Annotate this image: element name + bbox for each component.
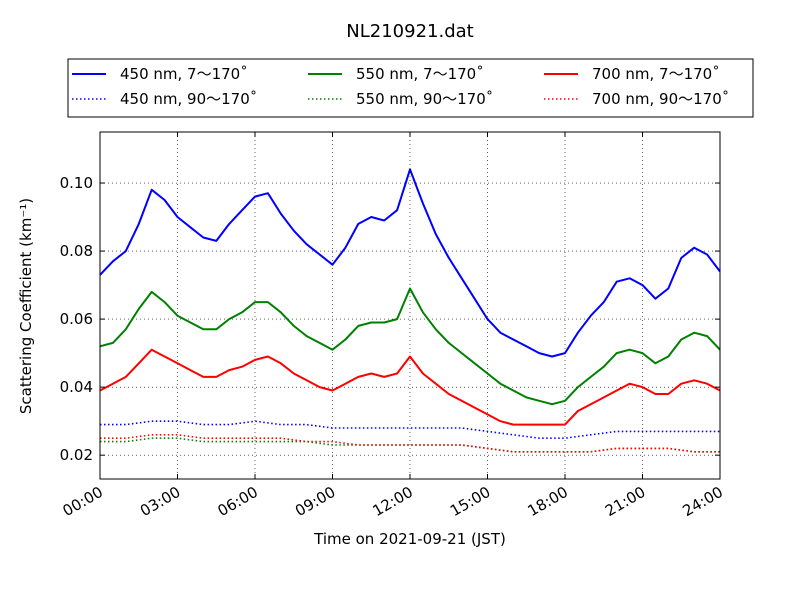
y-tick-label: 0.08	[60, 242, 93, 260]
y-tick-label: 0.04	[60, 378, 93, 396]
x-tick-label: 24:00	[680, 483, 726, 520]
x-tick-label: 09:00	[292, 483, 338, 520]
legend-label: 450 nm, 90～170˚	[120, 90, 257, 108]
x-tick-label: 03:00	[137, 483, 183, 520]
x-tick-label: 18:00	[525, 483, 571, 520]
x-tick-label: 12:00	[370, 483, 416, 520]
y-axis-label: Scattering Coefficient (km⁻¹)	[17, 198, 35, 414]
chart-title: NL210921.dat	[346, 21, 473, 42]
grid	[100, 132, 720, 479]
x-tick-label: 06:00	[215, 483, 261, 520]
series-line	[99, 287, 721, 406]
y-tick-label: 0.06	[60, 310, 93, 328]
y-tick-label: 0.02	[60, 446, 93, 464]
series-line	[100, 433, 720, 453]
series-line	[100, 420, 720, 440]
x-tick-label: 15:00	[447, 483, 493, 520]
series-line	[99, 348, 721, 426]
legend-label: 700 nm, 7～170˚	[592, 65, 720, 83]
y-tick-label: 0.10	[60, 174, 93, 192]
legend-label: 450 nm, 7～170˚	[120, 65, 248, 83]
legend-label: 700 nm, 90～170˚	[592, 90, 729, 108]
ticks: 00:00 03:00 06:00 09:00 12:00 15:00 18:00 21:00…	[60, 132, 726, 520]
legend: 450 nm, 7～170˚ 550 nm, 7～170˚ 700 nm, 7～17…	[67, 58, 754, 118]
series-line	[99, 168, 721, 358]
legend-label: 550 nm, 90～170˚	[356, 90, 493, 108]
series-layer	[99, 168, 721, 453]
x-tick-label: 21:00	[602, 483, 648, 520]
legend-frame	[67, 58, 754, 118]
x-tick-label: 00:00	[60, 483, 106, 520]
legend-label: 550 nm, 7～170˚	[356, 65, 484, 83]
x-axis-label: Time on 2021-09-21 (JST)	[313, 530, 506, 548]
